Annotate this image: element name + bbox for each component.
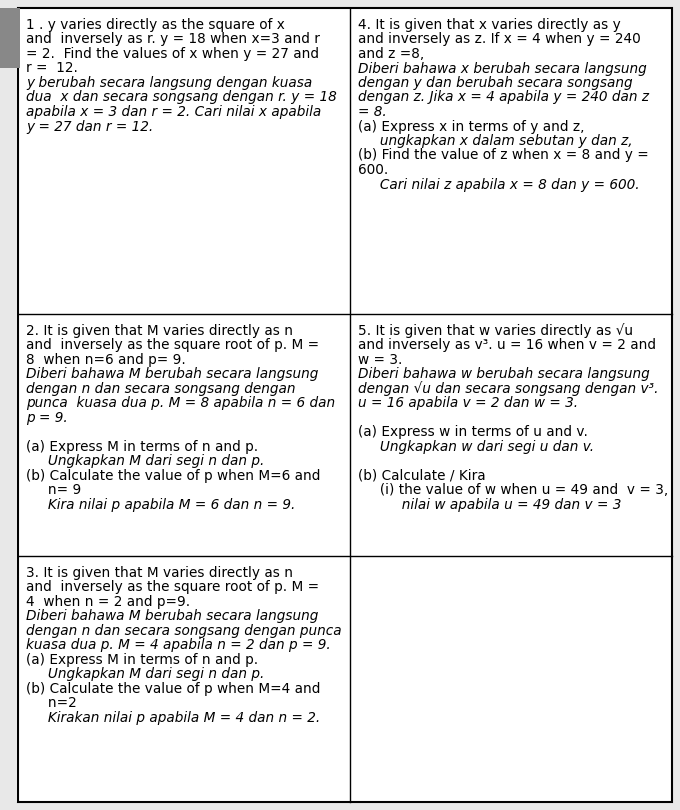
Text: Kirakan nilai p apabila M = 4 dan n = 2.: Kirakan nilai p apabila M = 4 dan n = 2. — [26, 711, 320, 725]
Text: dengan n dan secara songsang dengan: dengan n dan secara songsang dengan — [26, 382, 296, 396]
Text: (a) Express x in terms of y and z,: (a) Express x in terms of y and z, — [358, 120, 585, 134]
Text: dengan y dan berubah secara songsang: dengan y dan berubah secara songsang — [358, 76, 633, 90]
Text: Diberi bahawa x berubah secara langsung: Diberi bahawa x berubah secara langsung — [358, 62, 647, 75]
Bar — [0, 8, 20, 68]
Text: 4. It is given that x varies directly as y: 4. It is given that x varies directly as… — [358, 18, 621, 32]
Text: u = 16 apabila v = 2 dan w = 3.: u = 16 apabila v = 2 dan w = 3. — [358, 396, 579, 410]
Text: Diberi bahawa w berubah secara langsung: Diberi bahawa w berubah secara langsung — [358, 367, 650, 382]
Text: (b) Find the value of z when x = 8 and y =: (b) Find the value of z when x = 8 and y… — [358, 148, 649, 163]
Text: Diberi bahawa M berubah secara langsung: Diberi bahawa M berubah secara langsung — [26, 367, 318, 382]
Text: (b) Calculate / Kira: (b) Calculate / Kira — [358, 469, 486, 483]
Text: = 8.: = 8. — [358, 105, 387, 119]
Text: Kira nilai p apabila M = 6 dan n = 9.: Kira nilai p apabila M = 6 dan n = 9. — [26, 497, 295, 512]
Text: 5. It is given that w varies directly as √u: 5. It is given that w varies directly as… — [358, 324, 633, 339]
Text: (a) Express M in terms of n and p.: (a) Express M in terms of n and p. — [26, 653, 258, 667]
Text: dengan n dan secara songsang dengan punca: dengan n dan secara songsang dengan punc… — [26, 624, 341, 637]
Text: (b) Calculate the value of p when M=6 and: (b) Calculate the value of p when M=6 an… — [26, 469, 320, 483]
Text: n= 9: n= 9 — [26, 484, 81, 497]
Text: and  inversely as the square root of p. M =: and inversely as the square root of p. M… — [26, 339, 319, 352]
Text: 3. It is given that M varies directly as n: 3. It is given that M varies directly as… — [26, 566, 293, 580]
Text: apabila x = 3 dan r = 2. Cari nilai x apabila: apabila x = 3 dan r = 2. Cari nilai x ap… — [26, 105, 321, 119]
Text: 4  when n = 2 and p=9.: 4 when n = 2 and p=9. — [26, 595, 190, 609]
Text: Cari nilai z apabila x = 8 dan y = 600.: Cari nilai z apabila x = 8 dan y = 600. — [358, 177, 640, 191]
Text: (b) Calculate the value of p when M=4 and: (b) Calculate the value of p when M=4 an… — [26, 682, 320, 696]
Text: w = 3.: w = 3. — [358, 352, 403, 367]
Text: and inversely as z. If x = 4 when y = 240: and inversely as z. If x = 4 when y = 24… — [358, 32, 641, 46]
Text: ungkapkan x dalam sebutan y dan z,: ungkapkan x dalam sebutan y dan z, — [358, 134, 633, 148]
Text: and inversely as v³. u = 16 when v = 2 and: and inversely as v³. u = 16 when v = 2 a… — [358, 339, 656, 352]
Text: Ungkapkan M dari segi n dan p.: Ungkapkan M dari segi n dan p. — [26, 667, 265, 681]
Text: dengan √u dan secara songsang dengan v³.: dengan √u dan secara songsang dengan v³. — [358, 382, 659, 396]
Text: Ungkapkan M dari segi n dan p.: Ungkapkan M dari segi n dan p. — [26, 454, 265, 468]
Text: y berubah secara langsung dengan kuasa: y berubah secara langsung dengan kuasa — [26, 76, 312, 90]
Text: n=2: n=2 — [26, 697, 77, 710]
Text: and  inversely as the square root of p. M =: and inversely as the square root of p. M… — [26, 580, 319, 595]
Text: 2. It is given that M varies directly as n: 2. It is given that M varies directly as… — [26, 324, 293, 338]
Text: and z =8,: and z =8, — [358, 47, 424, 61]
Text: dengan z. Jika x = 4 apabila y = 240 dan z: dengan z. Jika x = 4 apabila y = 240 dan… — [358, 91, 649, 104]
Text: (a) Express w in terms of u and v.: (a) Express w in terms of u and v. — [358, 425, 588, 439]
Text: p = 9.: p = 9. — [26, 411, 68, 424]
Text: 1 . y varies directly as the square of x: 1 . y varies directly as the square of x — [26, 18, 285, 32]
Text: Diberi bahawa M berubah secara langsung: Diberi bahawa M berubah secara langsung — [26, 609, 318, 624]
Text: and  inversely as r. y = 18 when x=3 and r: and inversely as r. y = 18 when x=3 and … — [26, 32, 320, 46]
Text: punca  kuasa dua p. M = 8 apabila n = 6 dan: punca kuasa dua p. M = 8 apabila n = 6 d… — [26, 396, 335, 410]
Text: 600.: 600. — [358, 163, 388, 177]
Text: y = 27 dan r = 12.: y = 27 dan r = 12. — [26, 120, 153, 134]
Text: nilai w apabila u = 49 dan v = 3: nilai w apabila u = 49 dan v = 3 — [358, 497, 622, 512]
Text: (a) Express M in terms of n and p.: (a) Express M in terms of n and p. — [26, 440, 258, 454]
Text: = 2.  Find the values of x when y = 27 and: = 2. Find the values of x when y = 27 an… — [26, 47, 319, 61]
Text: dua  x dan secara songsang dengan r. y = 18: dua x dan secara songsang dengan r. y = … — [26, 91, 337, 104]
Text: (i) the value of w when u = 49 and  v = 3,: (i) the value of w when u = 49 and v = 3… — [358, 484, 668, 497]
Bar — [0, 8, 17, 802]
Text: 8  when n=6 and p= 9.: 8 when n=6 and p= 9. — [26, 352, 186, 367]
Text: r =  12.: r = 12. — [26, 62, 78, 75]
Text: Ungkapkan w dari segi u dan v.: Ungkapkan w dari segi u dan v. — [358, 440, 594, 454]
Text: kuasa dua p. M = 4 apabila n = 2 dan p = 9.: kuasa dua p. M = 4 apabila n = 2 dan p =… — [26, 638, 330, 652]
